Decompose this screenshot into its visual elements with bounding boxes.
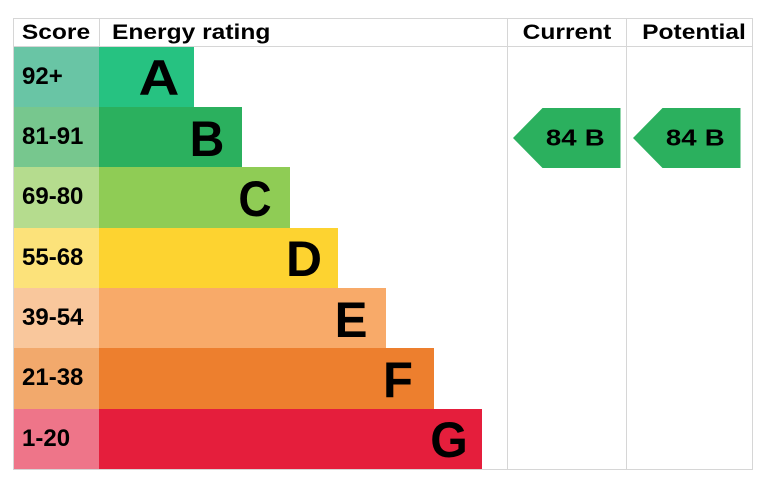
svg-text:84: 84: [546, 125, 577, 150]
svg-text:84: 84: [666, 125, 697, 150]
svg-text:B: B: [705, 125, 725, 150]
svg-text:B: B: [585, 125, 605, 150]
